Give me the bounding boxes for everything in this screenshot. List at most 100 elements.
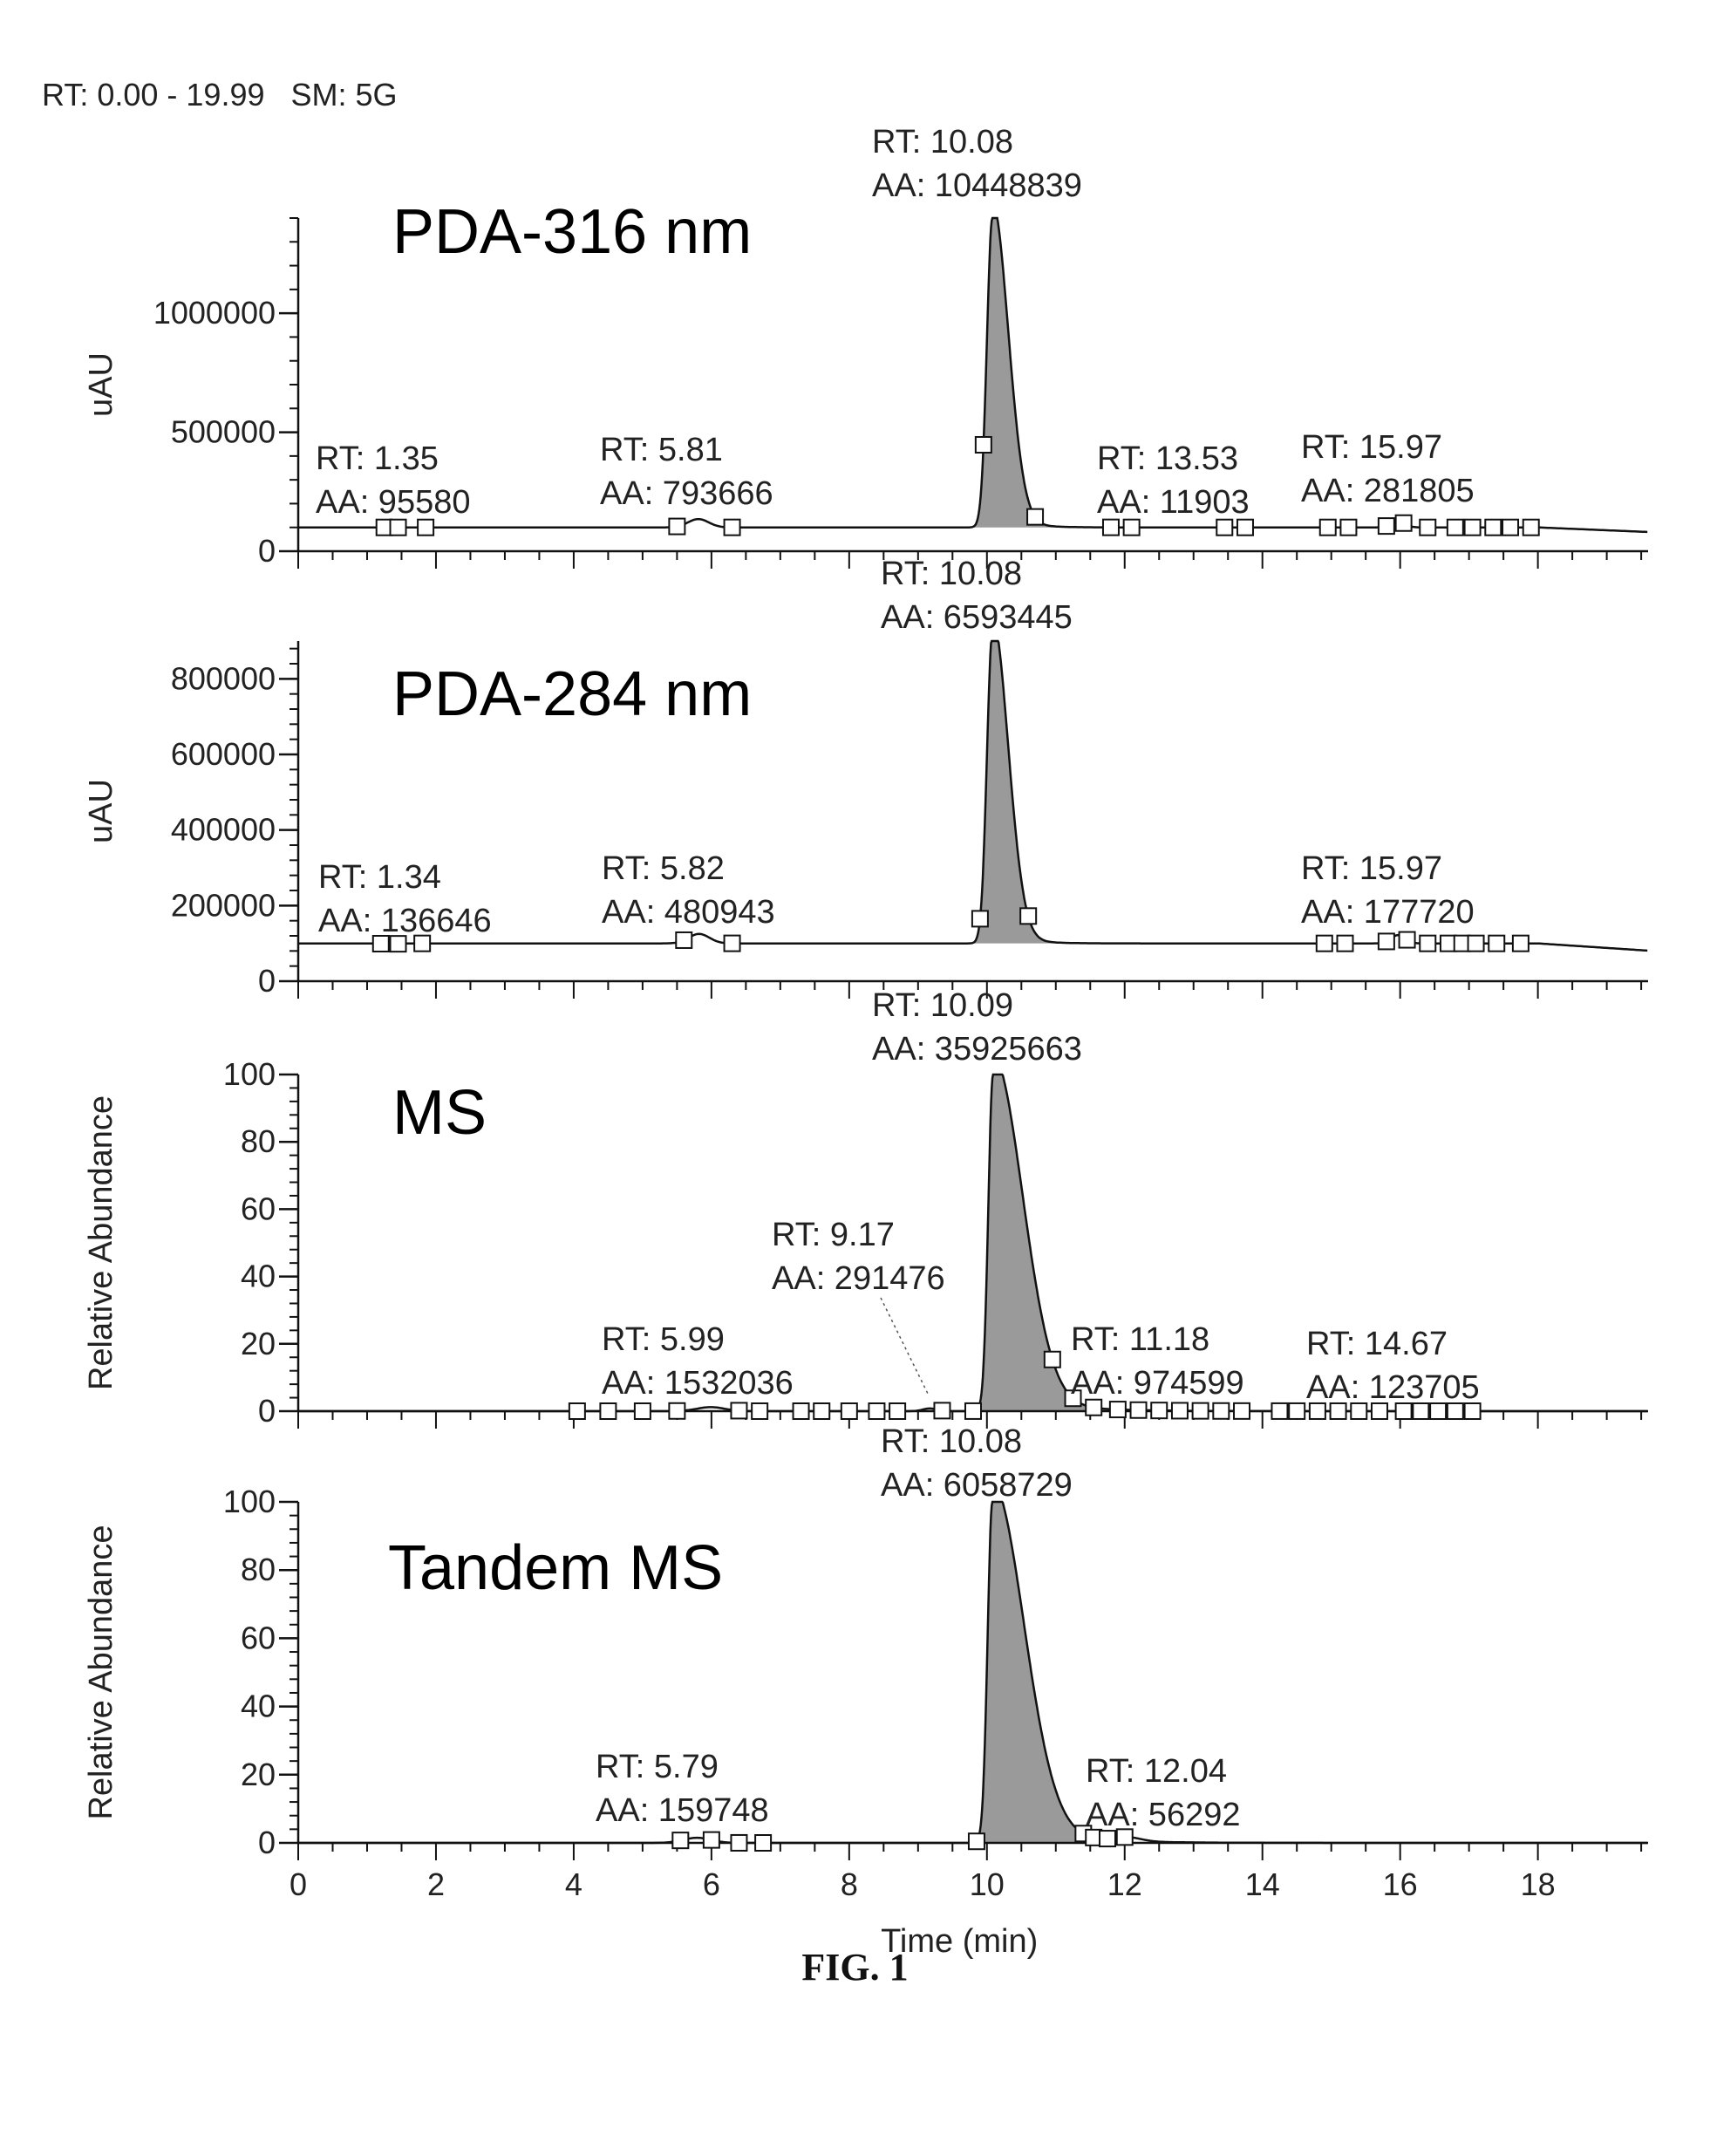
peak-rt-label: RT: 5.81 [600,432,723,468]
peak-rt-label: RT: 15.97 [1301,429,1442,466]
peak-marker [814,1403,829,1419]
peak-marker [672,1832,688,1848]
peak-marker [1234,1403,1250,1419]
y-axis-label: Relative Abundance [83,1525,119,1819]
peak-area-label: AA: 159748 [596,1792,769,1829]
peak-marker [1103,520,1119,536]
peak-area-label: AA: 480943 [602,894,775,931]
peak-marker [869,1403,884,1419]
y-tick-label: 0 [258,963,276,999]
peak-rt-label: RT: 5.99 [602,1321,725,1358]
panel-4: 020406080100Relative AbundanceTandem MSR… [83,1423,1648,1960]
y-tick-label: 40 [241,1689,276,1724]
peak-rt-label: RT: 5.79 [596,1749,719,1785]
peak-area-label: AA: 10448839 [872,167,1082,204]
peak-rt-label: RT: 9.17 [772,1217,895,1253]
peak-marker [934,1402,950,1418]
y-tick-label: 800000 [171,660,276,696]
peak-marker [1513,936,1529,952]
y-tick-label: 20 [241,1326,276,1361]
figure-caption: FIG. 1 [0,1945,1710,1989]
peak-area-label: AA: 35925663 [872,1031,1082,1068]
peak-marker [1216,520,1232,536]
peak-area-label: AA: 6058729 [881,1467,1073,1504]
peak-area-label: AA: 11903 [1097,484,1250,521]
peak-area-label: AA: 177720 [1301,894,1475,931]
y-tick-label: 100 [223,1056,276,1092]
peak-area-label: AA: 281805 [1301,473,1475,509]
y-tick-label: 400000 [171,812,276,848]
peak-marker [569,1403,585,1419]
peak-rt-label: RT: 15.97 [1301,850,1442,887]
peak-marker [1340,520,1356,536]
peak-marker [1213,1403,1229,1419]
peak-marker [1379,518,1394,534]
y-tick-label: 0 [258,1825,276,1860]
y-tick-label: 1000000 [153,295,276,331]
peak-rt-label: RT: 12.04 [1086,1753,1227,1790]
peak-marker [1027,509,1043,525]
y-tick-label: 100 [223,1484,276,1519]
y-tick-label: 80 [241,1552,276,1587]
peak-marker [1502,520,1518,536]
y-axis-label: uAU [83,779,119,843]
peak-marker [669,1403,685,1419]
main-peak-fill [976,1502,1133,1843]
peak-marker [725,936,740,952]
y-tick-label: 600000 [171,736,276,772]
y-tick-label: 0 [258,1393,276,1429]
peak-rt-label: RT: 11.18 [1071,1321,1209,1358]
peak-area-label: AA: 291476 [772,1260,945,1297]
peak-area-label: AA: 1532036 [602,1365,794,1402]
peak-marker [794,1403,809,1419]
peak-marker [669,519,685,535]
peak-area-label: AA: 123705 [1306,1369,1480,1406]
panel-2: 0200000400000600000800000uAUPDA-284 nmRT… [83,556,1648,999]
y-tick-label: 500000 [171,414,276,450]
y-tick-label: 40 [241,1259,276,1294]
peak-rt-label: RT: 13.53 [1097,440,1238,477]
peak-marker [752,1403,767,1419]
peak-rt-label: RT: 1.35 [316,440,439,477]
annotation-leader-line [881,1298,929,1395]
peak-marker [731,1835,746,1851]
peak-marker [969,1833,984,1849]
peak-marker [1124,520,1140,536]
peak-area-label: AA: 974599 [1071,1365,1244,1402]
x-tick-label: 14 [1245,1866,1280,1902]
peak-marker [1489,936,1504,952]
peak-marker [889,1403,905,1419]
peak-rt-label: RT: 10.09 [872,987,1013,1024]
y-axis-label: Relative Abundance [83,1095,119,1390]
peak-area-label: AA: 793666 [600,475,773,512]
peak-rt-label: RT: 10.08 [881,556,1022,592]
peak-marker [1523,520,1539,536]
peak-marker [1110,1402,1126,1417]
peak-marker [1289,1403,1305,1419]
peak-marker [1020,908,1036,924]
panel-title: MS [392,1078,487,1148]
figure: RT: 0.00 - 19.99 SM: 5G 05000001000000uA… [0,0,1710,2152]
x-tick-label: 18 [1521,1866,1556,1902]
panel-title: PDA-316 nm [392,197,752,267]
peak-marker [1448,520,1463,536]
peak-area-label: AA: 6593445 [881,599,1073,636]
peak-marker [1420,520,1435,536]
x-tick-label: 4 [565,1866,582,1902]
peak-marker [1468,936,1484,952]
peak-marker [976,437,991,453]
peak-marker [1086,1400,1101,1416]
x-tick-label: 2 [427,1866,445,1902]
peak-marker [1151,1402,1167,1418]
peak-marker [965,1403,981,1419]
peak-rt-label: RT: 1.34 [318,859,441,896]
peak-area-label: AA: 56292 [1086,1797,1240,1833]
panel-title: Tandem MS [388,1533,723,1603]
y-tick-label: 80 [241,1123,276,1159]
x-tick-label: 12 [1107,1866,1142,1902]
peak-marker [600,1403,616,1419]
peak-rt-label: RT: 10.08 [872,124,1013,160]
peak-rt-label: RT: 5.82 [602,850,725,887]
peak-marker [725,520,740,536]
peak-marker [1237,520,1253,536]
